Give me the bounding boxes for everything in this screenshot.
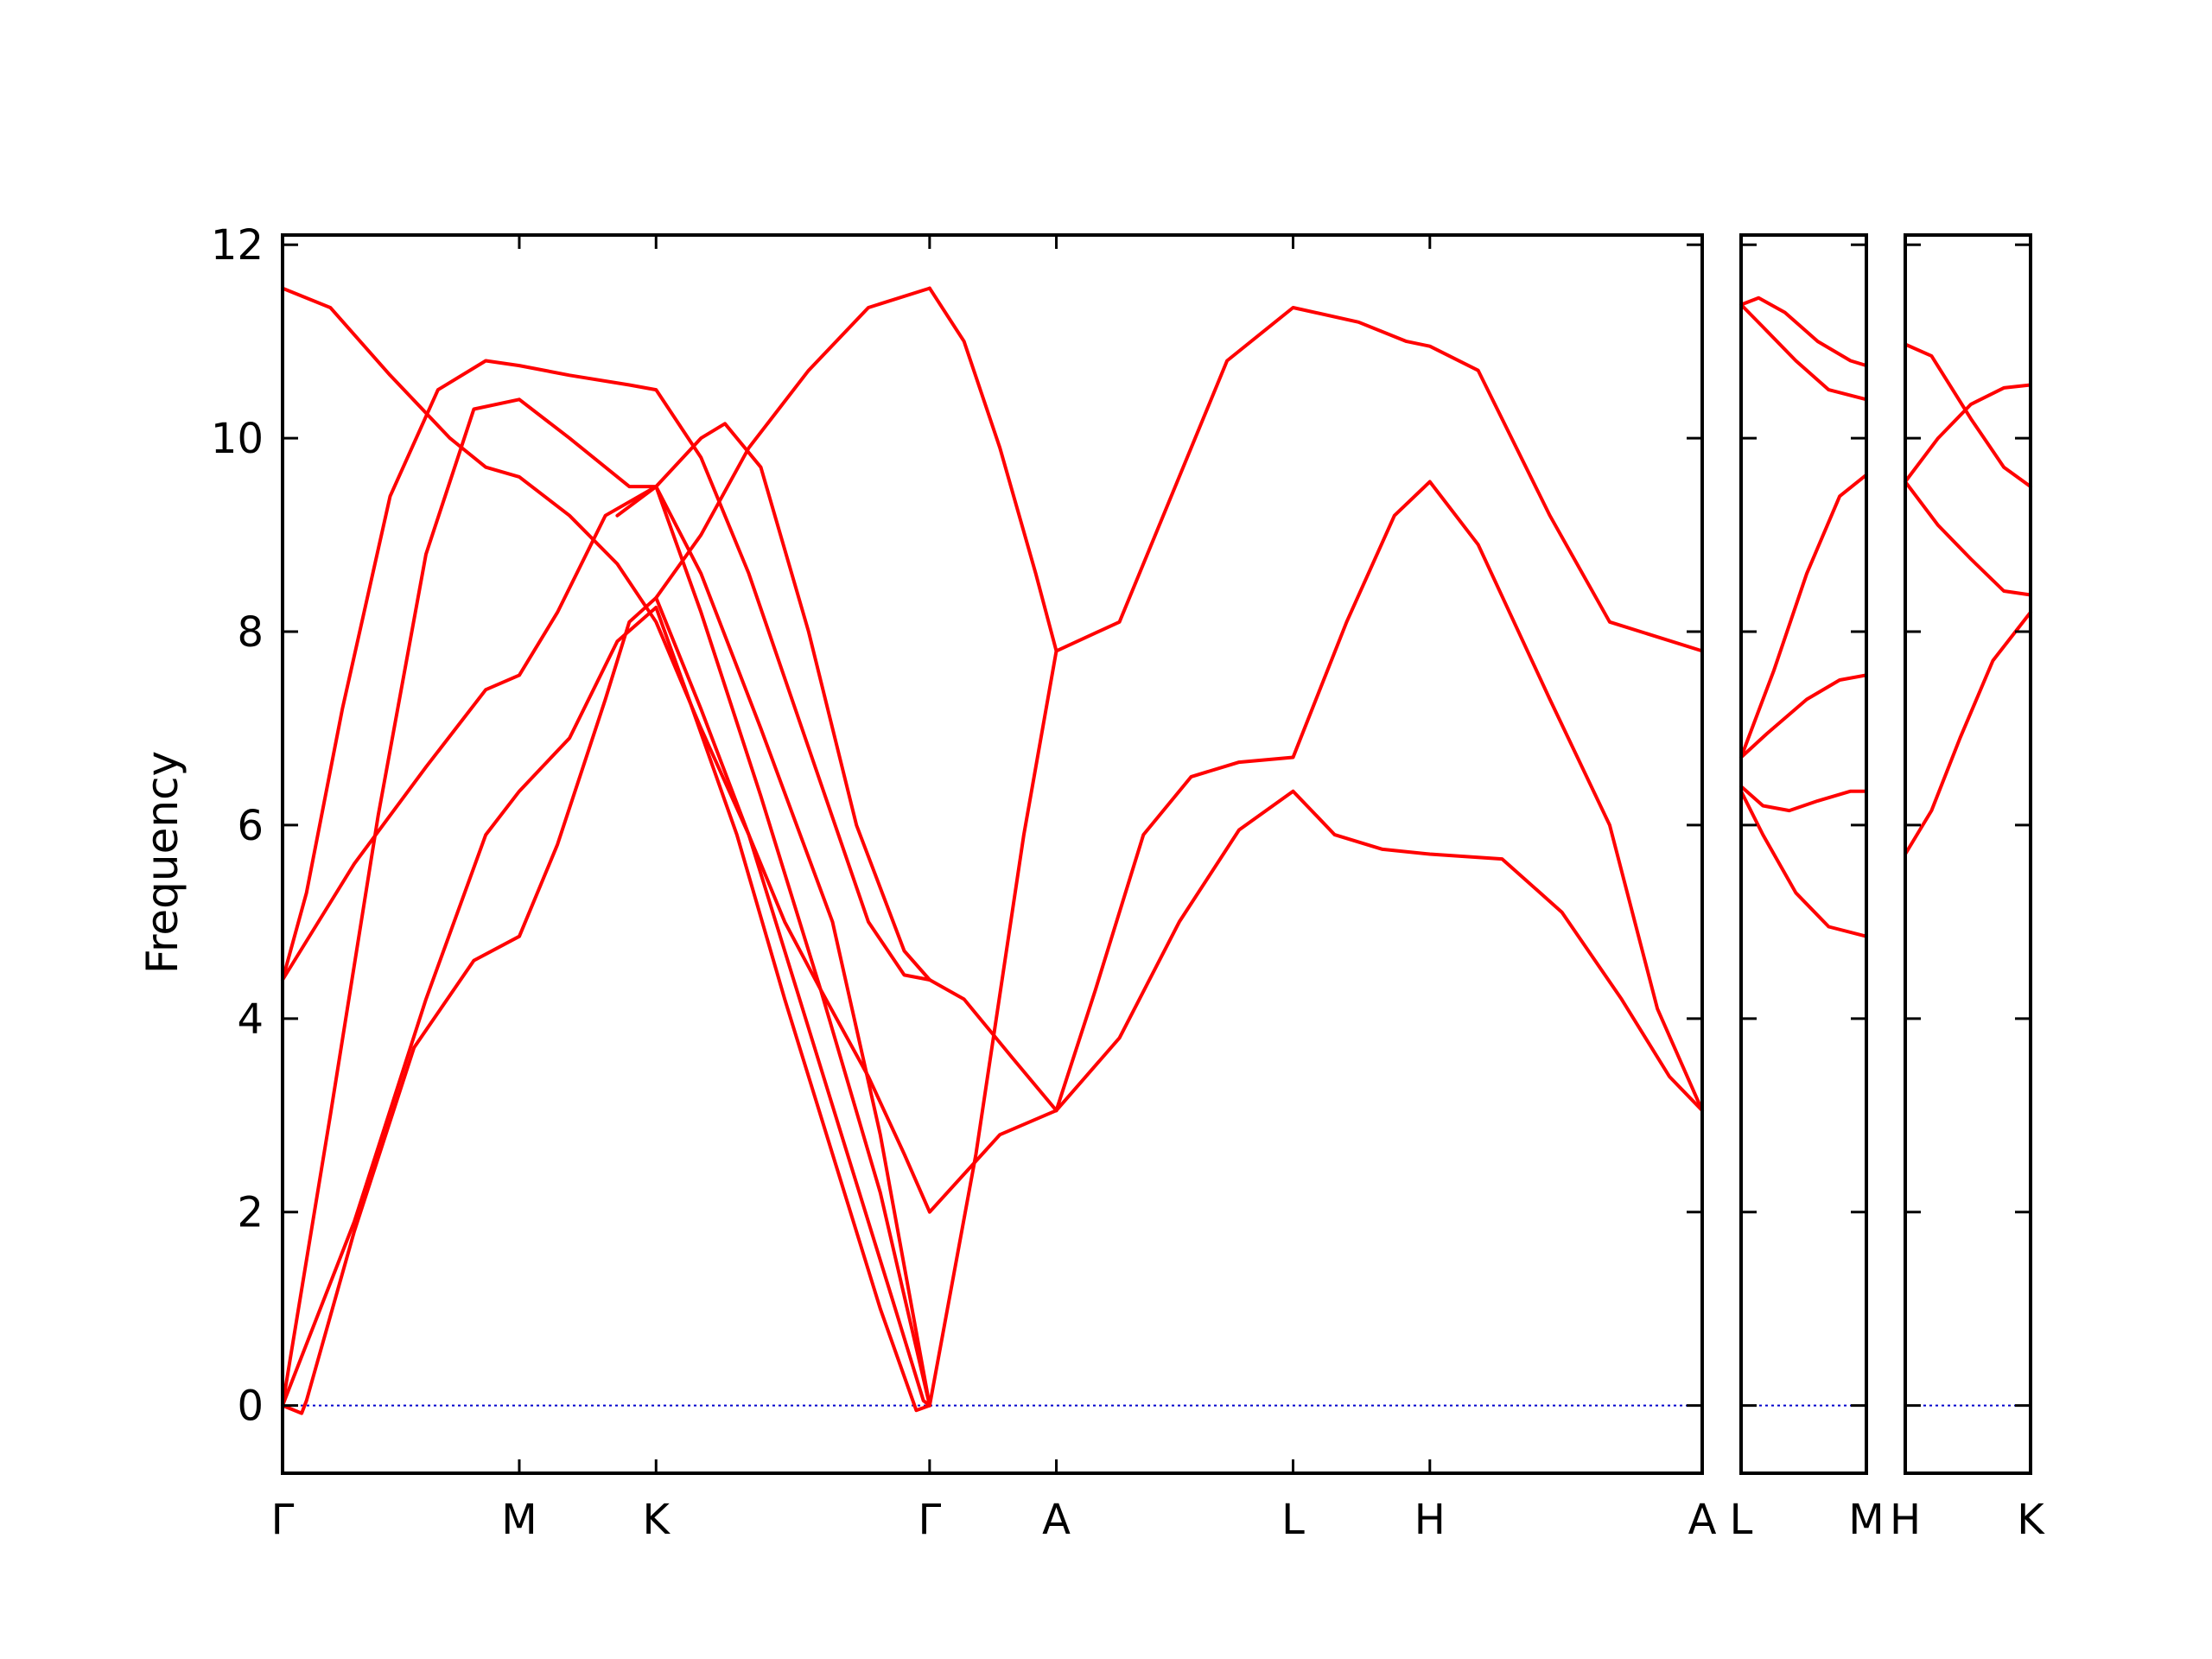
x-tick-label: L [1281,1496,1305,1544]
phonon-band-3 [281,397,931,1408]
x-tick-label: L [1730,1496,1753,1544]
phonon-band-2 [281,606,931,1413]
phonon-band-14 [1054,789,1704,1113]
y-tick-label: 6 [237,802,264,850]
phonon-band-5 [281,359,931,982]
y-axis-label: Frequency [137,751,188,974]
phonon-band-3 [1739,473,1868,760]
phonon-band-11 [927,649,1058,1408]
phonon-band-1 [1904,342,2032,489]
x-tick-label: M [501,1496,537,1544]
y-tick-label: 8 [237,608,264,657]
phonon-band-8 [615,422,931,982]
y-tick-label: 10 [211,415,264,463]
x-tick-label: A [1042,1496,1071,1544]
x-tick-label: M [1848,1496,1884,1544]
phonon-band-3 [1904,480,2032,597]
phonon-band-1 [281,595,931,1415]
phonon-band-9 [654,286,931,600]
phonon-band-13 [1054,480,1704,1113]
phonon-band-7 [927,978,1058,1113]
x-tick-label: A [1688,1496,1717,1544]
phonon-band-4 [1904,610,2032,856]
phonon-band-2 [1904,383,2032,484]
x-tick-label: K [643,1496,671,1544]
x-tick-label: Γ [918,1496,941,1544]
x-tick-label: H [1890,1496,1921,1544]
x-tick-label: H [1414,1496,1446,1544]
phonon-band-4 [281,485,931,1408]
phonon-band-2 [1739,302,1868,402]
x-tick-label: Γ [271,1496,295,1544]
phonon-band-1 [1739,296,1868,368]
y-tick-label: 0 [237,1382,264,1431]
phonon-band-5 [1739,785,1868,813]
phonon-band-6 [281,286,1058,1214]
phonon-band-6 [1739,789,1868,938]
panel-frame [281,233,1704,1475]
panel-frame [1739,233,1868,1475]
y-tick-label: 12 [211,221,264,270]
phonon-band-10 [927,286,1058,653]
phonon-band-4 [1739,673,1868,760]
y-tick-label: 2 [237,1189,264,1237]
x-tick-label: K [2017,1496,2045,1544]
y-tick-label: 4 [237,995,264,1044]
phonon-band-12 [1054,306,1704,653]
panel-frame [1904,233,2032,1475]
